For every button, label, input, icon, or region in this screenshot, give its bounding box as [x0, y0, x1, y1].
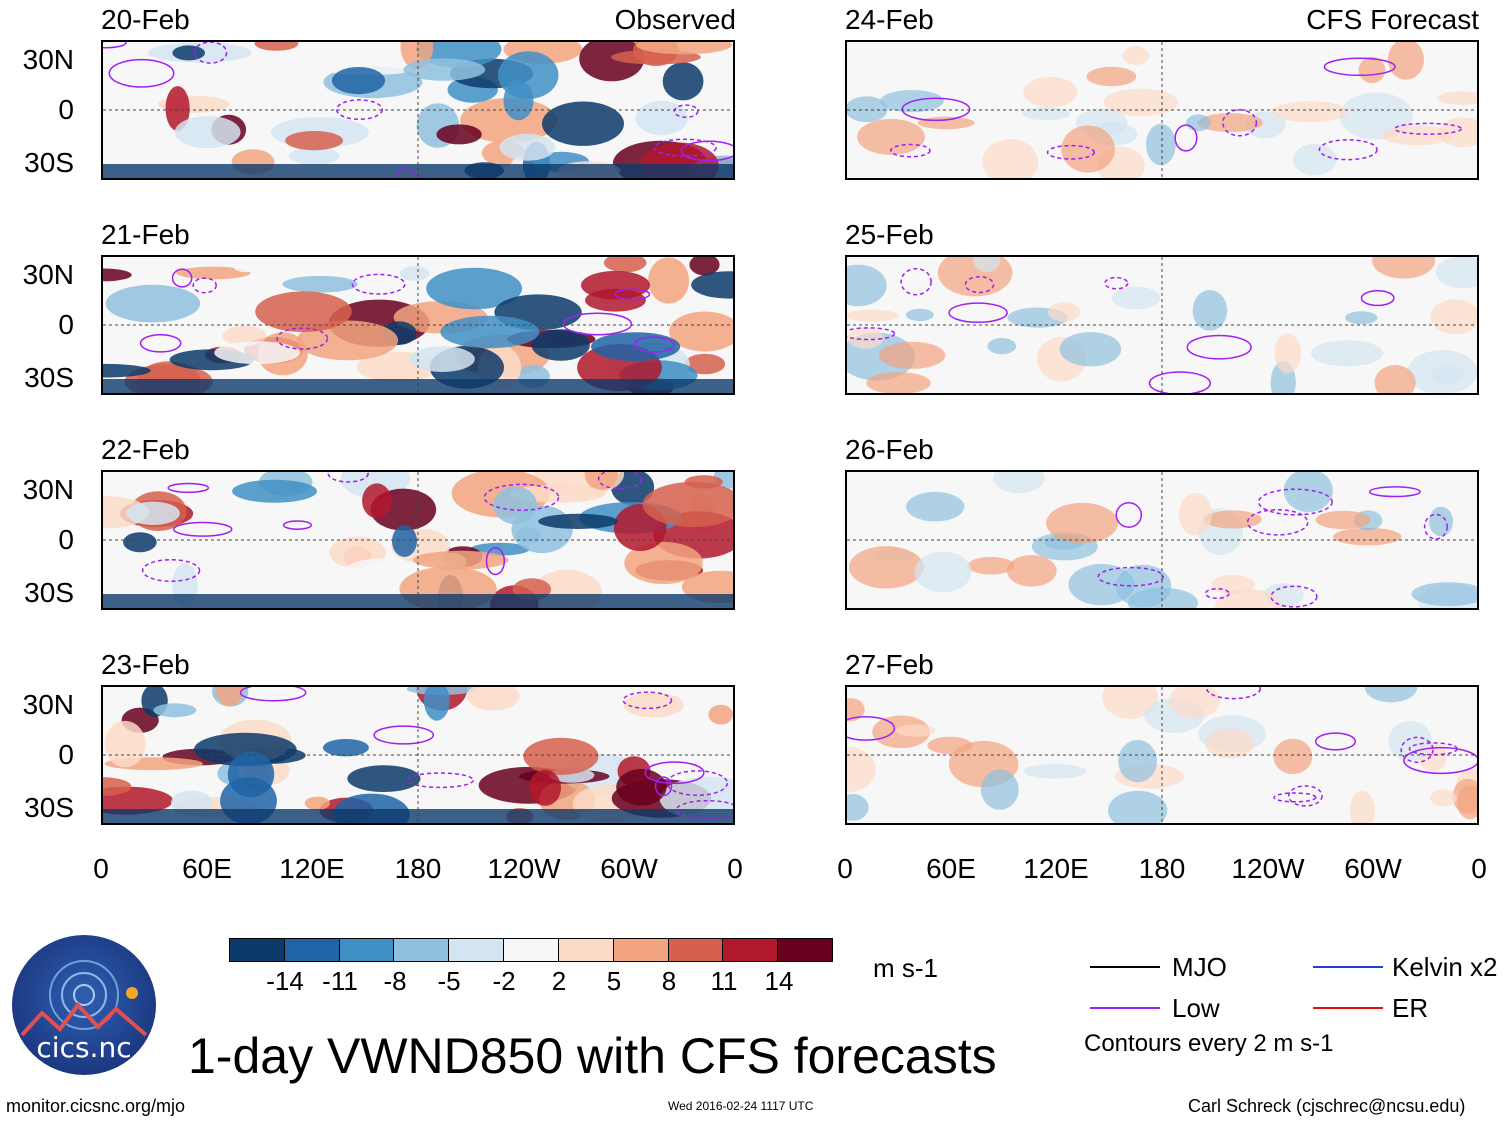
- lon-label-left-60e: 60E: [182, 853, 232, 884]
- colorbar-units: m s-1: [873, 953, 938, 983]
- colorbar-tick: 8: [661, 966, 677, 996]
- contour-note: Contours every 2 m s-1: [1084, 1030, 1334, 1057]
- observed-heading: Observed: [614, 4, 736, 35]
- colorbar-bin: [723, 939, 779, 961]
- colorbar-tick: 2: [551, 966, 567, 996]
- wind-field: [103, 687, 733, 823]
- colorbar-bin: [394, 939, 450, 961]
- lat-label-30n-3: 30N: [22, 474, 74, 505]
- colorbar-bin: [613, 939, 669, 961]
- legend-label-mjo: MJO: [1172, 952, 1227, 982]
- lat-label-30s-2: 30S: [24, 362, 74, 393]
- footer-timestamp: Wed 2016-02-24 1117 UTC: [668, 1099, 814, 1113]
- wind-field: [847, 257, 1477, 393]
- panel-date-obs-4: 23-Feb: [101, 649, 190, 680]
- figure-title: 1-day VWND850 with CFS forecasts: [188, 1028, 997, 1084]
- panel-date-fcst-1: 24-Feb: [845, 4, 934, 35]
- colorbar-tick: 5: [606, 966, 622, 996]
- map-panel-fcst-3: [845, 470, 1479, 610]
- wind-field: [103, 257, 733, 393]
- colorbar-bin: [558, 939, 614, 961]
- wind-field: [847, 42, 1477, 178]
- colorbar-tick: -2: [492, 966, 516, 996]
- wind-field: [103, 42, 733, 178]
- wind-field: [847, 687, 1477, 823]
- legend-line-mjo: [1090, 966, 1160, 968]
- map-panel-obs-2: [101, 255, 735, 395]
- lon-label-right-60w: 60W: [1344, 853, 1402, 884]
- legend-label-low: Low: [1172, 993, 1220, 1023]
- colorbar-bin: [449, 939, 505, 961]
- colorbar-bin: [668, 939, 724, 961]
- panel-date-fcst-3: 26-Feb: [845, 434, 934, 465]
- lat-label-eq-4: 0: [58, 739, 74, 770]
- lon-label-left-60w: 60W: [600, 853, 658, 884]
- lon-label-right-120w: 120W: [1231, 853, 1305, 884]
- panel-date-obs-2: 21-Feb: [101, 219, 190, 250]
- lat-label-30s-4: 30S: [24, 792, 74, 823]
- colorbar-bin: [230, 939, 285, 961]
- logo-graphic-icon: [20, 960, 148, 1037]
- lat-label-eq-1: 0: [58, 94, 74, 125]
- colorbar-bin: [504, 939, 559, 961]
- map-panel-obs-3: [101, 470, 735, 610]
- colorbar: [229, 938, 833, 962]
- lat-label-eq-2: 0: [58, 309, 74, 340]
- legend-line-kelvin: [1313, 966, 1383, 968]
- lat-label-30s-1: 30S: [24, 147, 74, 178]
- legend-label-kelvin: Kelvin x2: [1392, 952, 1498, 982]
- lon-label-left-0e: 0: [727, 853, 743, 884]
- footer-url[interactable]: monitor.cicsnc.org/mjo: [6, 1096, 186, 1116]
- map-panel-fcst-1: [845, 40, 1479, 180]
- colorbar-tick: 11: [710, 966, 738, 996]
- lon-label-right-180: 180: [1138, 853, 1186, 884]
- lon-label-right-60e: 60E: [926, 853, 976, 884]
- panel-date-obs-3: 22-Feb: [101, 434, 190, 465]
- legend-line-low: [1090, 1007, 1160, 1009]
- lon-label-right-120e: 120E: [1023, 853, 1089, 884]
- colorbar-tick: -5: [437, 966, 461, 996]
- lat-label-30s-3: 30S: [24, 577, 74, 608]
- wind-field: [103, 472, 733, 608]
- legend-label-er: ER: [1392, 993, 1429, 1023]
- colorbar-bin: [339, 939, 395, 961]
- colorbar-tick: -11: [322, 966, 358, 996]
- colorbar-tick: -8: [383, 966, 407, 996]
- cics-logo: cics.nc: [12, 935, 156, 1075]
- legend-line-er: [1313, 1007, 1383, 1009]
- footer-author: Carl Schreck (cjschrec@ncsu.edu): [1188, 1096, 1466, 1116]
- panel-date-obs-1: 20-Feb: [101, 4, 190, 35]
- colorbar-bin: [284, 939, 340, 961]
- lat-label-30n-4: 30N: [22, 689, 74, 720]
- map-panel-obs-4: [101, 685, 735, 825]
- lon-label-left-0: 0: [93, 853, 109, 884]
- colorbar-bin: [778, 939, 832, 961]
- lon-label-right-0: 0: [837, 853, 853, 884]
- wind-field: [847, 472, 1477, 608]
- forecast-heading: CFS Forecast: [1306, 4, 1479, 35]
- lon-label-right-0e: 0: [1471, 853, 1487, 884]
- logo-text: cics.nc: [36, 1031, 132, 1064]
- lat-label-30n-2: 30N: [22, 259, 74, 290]
- map-panel-obs-1: [101, 40, 735, 180]
- panel-date-fcst-4: 27-Feb: [845, 649, 934, 680]
- lon-label-left-120e: 120E: [279, 853, 345, 884]
- lon-label-left-180: 180: [394, 853, 442, 884]
- lat-label-eq-3: 0: [58, 524, 74, 555]
- colorbar-tick: -14: [266, 966, 304, 996]
- panel-date-fcst-2: 25-Feb: [845, 219, 934, 250]
- map-panel-fcst-2: [845, 255, 1479, 395]
- map-panel-fcst-4: [845, 685, 1479, 825]
- colorbar-tick: 14: [764, 966, 794, 996]
- lat-label-30n-1: 30N: [22, 44, 74, 75]
- lon-label-left-120w: 120W: [487, 853, 561, 884]
